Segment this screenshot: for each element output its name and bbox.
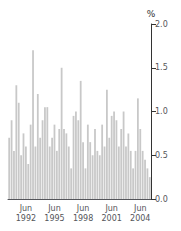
svg-text:Jun: Jun: [104, 204, 118, 213]
svg-text:1995: 1995: [44, 214, 64, 223]
svg-text:1.5: 1.5: [155, 63, 168, 72]
svg-text:2.0: 2.0: [155, 20, 168, 29]
svg-text:%: %: [147, 9, 156, 19]
svg-text:Jun: Jun: [133, 204, 147, 213]
svg-text:Jun: Jun: [47, 204, 61, 213]
svg-text:0.5: 0.5: [155, 151, 168, 160]
svg-text:Jun: Jun: [76, 204, 90, 213]
svg-text:2004: 2004: [130, 214, 150, 223]
svg-text:2001: 2001: [101, 214, 121, 223]
svg-text:1.0: 1.0: [155, 107, 168, 116]
svg-text:1992: 1992: [16, 214, 36, 223]
svg-text:Jun: Jun: [19, 204, 33, 213]
svg-text:1998: 1998: [73, 214, 93, 223]
svg-text:0.0: 0.0: [155, 195, 168, 204]
